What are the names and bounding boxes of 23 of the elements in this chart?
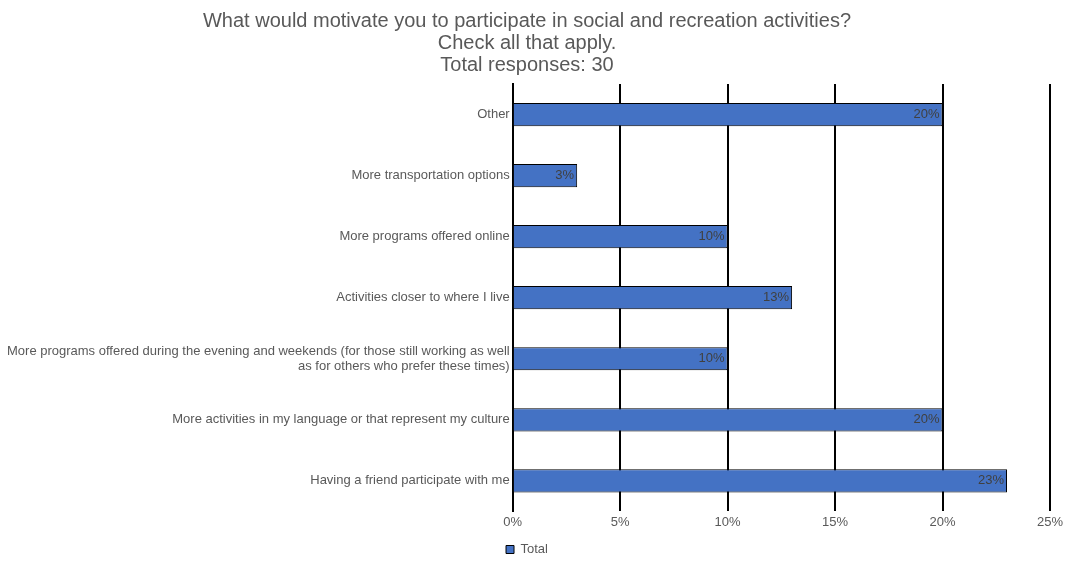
x-tick-label: 5% bbox=[610, 513, 630, 529]
data-label: 23% bbox=[977, 472, 1005, 488]
y-tick-label: More programs offered during the evening and weekends (for those still working as well as for others who prefer these times) bbox=[6, 342, 510, 374]
x-tick-label: 15% bbox=[822, 513, 849, 529]
y-tick-label: Other bbox=[477, 106, 511, 122]
data-label: 10% bbox=[698, 228, 726, 244]
chart-title: What would motivate you to participate in social and recreation activities? Check all that apply. bbox=[202, 8, 852, 53]
x-tick-label: 25% bbox=[1036, 513, 1064, 529]
data-label: 3% bbox=[555, 167, 575, 183]
data-label: 13% bbox=[763, 289, 790, 305]
data-label: 10% bbox=[698, 350, 726, 366]
y-tick-label: Having a friend participate with me bbox=[310, 472, 510, 488]
x-tick-label: 0% bbox=[503, 513, 523, 529]
data-label: 20% bbox=[913, 106, 940, 122]
y-tick-label: More activities in my language or that represent my culture bbox=[172, 411, 510, 427]
y-tick-label: More transportation options bbox=[351, 167, 511, 183]
x-tick-label: 20% bbox=[929, 513, 956, 529]
x-tick-label: 10% bbox=[714, 513, 742, 529]
data-label: 20% bbox=[913, 411, 940, 427]
y-tick-label: Activities closer to where I live bbox=[336, 289, 510, 305]
y-tick-label: More programs offered online bbox=[339, 228, 510, 244]
legend-label: Total bbox=[520, 541, 549, 557]
chart-subtitle: Total responses: 30 bbox=[440, 52, 614, 75]
